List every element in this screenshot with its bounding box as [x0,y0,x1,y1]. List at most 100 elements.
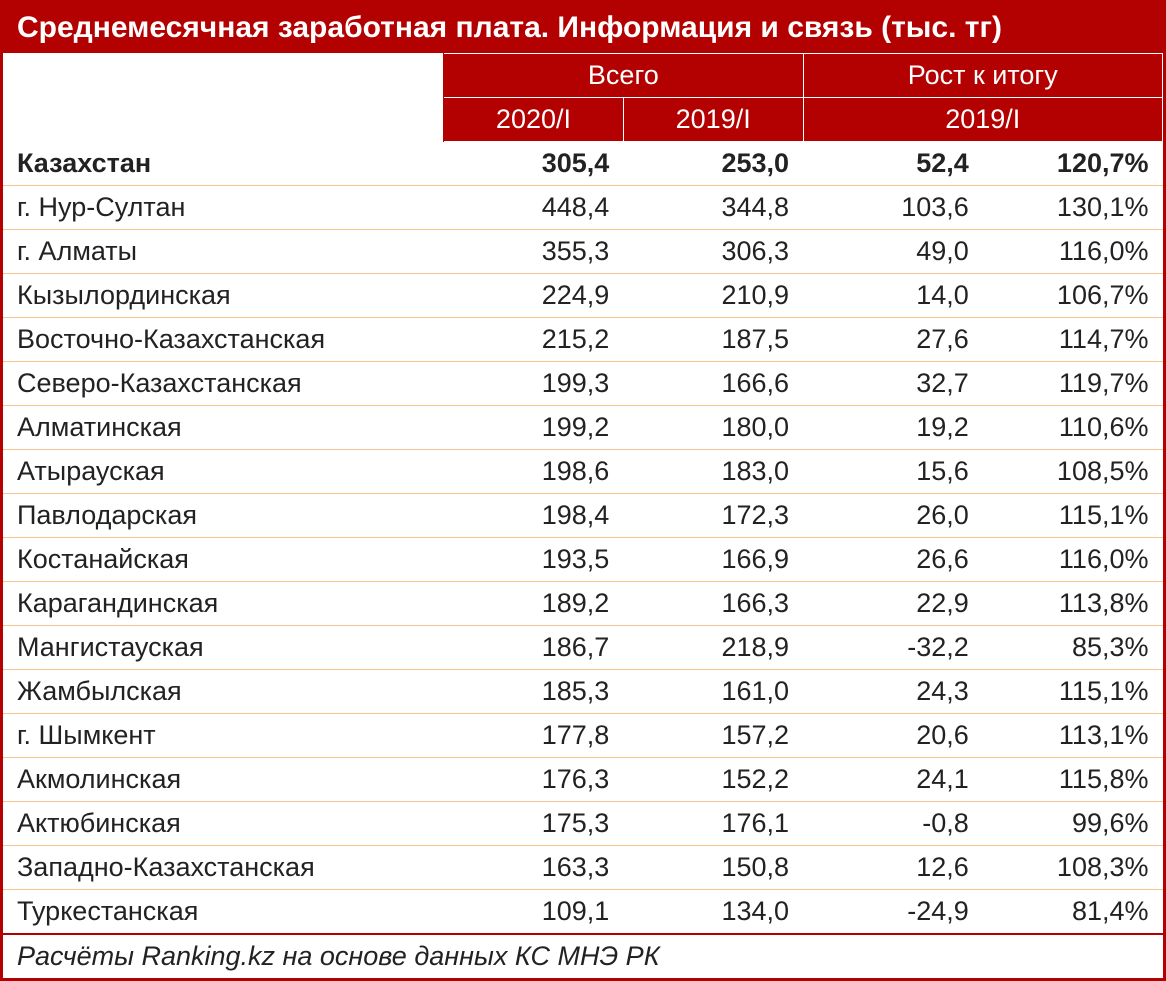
growth-abs: -32,2 [803,626,983,670]
value-2020: 215,2 [444,318,624,362]
value-2019: 180,0 [623,406,803,450]
region-name: Кызылординская [3,274,444,318]
value-2019: 150,8 [623,846,803,890]
salary-table: Всего Рост к итогу 2020/I 2019/I 2019/I … [3,53,1163,933]
value-2020: 198,4 [444,494,624,538]
growth-abs: 103,6 [803,186,983,230]
table-row: Мангистауская186,7218,9-32,285,3% [3,626,1163,670]
growth-pct: 115,8% [983,758,1163,802]
growth-pct: 108,3% [983,846,1163,890]
value-2020: 224,9 [444,274,624,318]
value-2019: 166,6 [623,362,803,406]
value-2020: 186,7 [444,626,624,670]
growth-abs: 15,6 [803,450,983,494]
growth-abs: 26,0 [803,494,983,538]
table-header: Всего Рост к итогу 2020/I 2019/I 2019/I [3,54,1163,142]
region-name: г. Алматы [3,230,444,274]
table-row: Восточно-Казахстанская215,2187,527,6114,… [3,318,1163,362]
value-2020: 177,8 [444,714,624,758]
region-name: Павлодарская [3,494,444,538]
growth-pct: 85,3% [983,626,1163,670]
growth-abs: 14,0 [803,274,983,318]
growth-abs: 19,2 [803,406,983,450]
value-2020: 448,4 [444,186,624,230]
growth-pct: 99,6% [983,802,1163,846]
region-name: Северо-Казахстанская [3,362,444,406]
value-2020: 176,3 [444,758,624,802]
value-2019: 166,9 [623,538,803,582]
table-row: Атырауская198,6183,015,6108,5% [3,450,1163,494]
growth-pct: 113,1% [983,714,1163,758]
region-name: Казахстан [3,142,444,186]
value-2019: 172,3 [623,494,803,538]
region-name: Жамбылская [3,670,444,714]
table-row: Жамбылская185,3161,024,3115,1% [3,670,1163,714]
growth-abs: 32,7 [803,362,983,406]
value-2020: 193,5 [444,538,624,582]
value-2019: 344,8 [623,186,803,230]
table-row: Казахстан305,4253,052,4120,7% [3,142,1163,186]
header-col-2019: 2019/I [623,98,803,142]
growth-pct: 113,8% [983,582,1163,626]
growth-abs: 24,3 [803,670,983,714]
growth-pct: 115,1% [983,494,1163,538]
table-row: Акмолинская176,3152,224,1115,8% [3,758,1163,802]
table-row: Северо-Казахстанская199,3166,632,7119,7% [3,362,1163,406]
region-name: г. Шымкент [3,714,444,758]
table-row: Туркестанская109,1134,0-24,981,4% [3,890,1163,934]
value-2019: 253,0 [623,142,803,186]
table-row: Карагандинская189,2166,322,9113,8% [3,582,1163,626]
growth-pct: 130,1% [983,186,1163,230]
growth-pct: 119,7% [983,362,1163,406]
value-2020: 199,3 [444,362,624,406]
salary-table-container: Среднемесячная заработная плата. Информа… [0,0,1166,981]
value-2020: 109,1 [444,890,624,934]
region-name: Туркестанская [3,890,444,934]
growth-abs: 27,6 [803,318,983,362]
growth-abs: 49,0 [803,230,983,274]
value-2019: 210,9 [623,274,803,318]
growth-pct: 115,1% [983,670,1163,714]
table-row: Западно-Казахстанская163,3150,812,6108,3… [3,846,1163,890]
value-2019: 176,1 [623,802,803,846]
value-2020: 163,3 [444,846,624,890]
region-name: Алматинская [3,406,444,450]
table-row: Костанайская193,5166,926,6116,0% [3,538,1163,582]
value-2020: 175,3 [444,802,624,846]
header-col-2020: 2020/I [444,98,624,142]
table-row: Павлодарская198,4172,326,0115,1% [3,494,1163,538]
value-2020: 185,3 [444,670,624,714]
growth-abs: -0,8 [803,802,983,846]
table-row: Кызылординская224,9210,914,0106,7% [3,274,1163,318]
growth-abs: 12,6 [803,846,983,890]
region-name: Западно-Казахстанская [3,846,444,890]
growth-pct: 114,7% [983,318,1163,362]
table-body: Казахстан305,4253,052,4120,7%г. Нур-Султ… [3,142,1163,934]
region-name: Мангистауская [3,626,444,670]
region-name: Восточно-Казахстанская [3,318,444,362]
value-2019: 134,0 [623,890,803,934]
header-growth-group: Рост к итогу [803,54,1162,98]
region-name: Карагандинская [3,582,444,626]
value-2019: 157,2 [623,714,803,758]
table-row: Актюбинская175,3176,1-0,899,6% [3,802,1163,846]
growth-pct: 120,7% [983,142,1163,186]
growth-pct: 116,0% [983,538,1163,582]
value-2019: 187,5 [623,318,803,362]
growth-pct: 108,5% [983,450,1163,494]
value-2020: 305,4 [444,142,624,186]
value-2019: 218,9 [623,626,803,670]
growth-abs: 20,6 [803,714,983,758]
growth-pct: 106,7% [983,274,1163,318]
value-2019: 183,0 [623,450,803,494]
header-col-growth-period: 2019/I [803,98,1162,142]
growth-pct: 116,0% [983,230,1163,274]
table-title: Среднемесячная заработная плата. Информа… [3,3,1163,53]
growth-abs: 24,1 [803,758,983,802]
growth-pct: 110,6% [983,406,1163,450]
header-total-group: Всего [444,54,803,98]
value-2020: 199,2 [444,406,624,450]
value-2019: 161,0 [623,670,803,714]
table-row: г. Шымкент177,8157,220,6113,1% [3,714,1163,758]
value-2019: 166,3 [623,582,803,626]
